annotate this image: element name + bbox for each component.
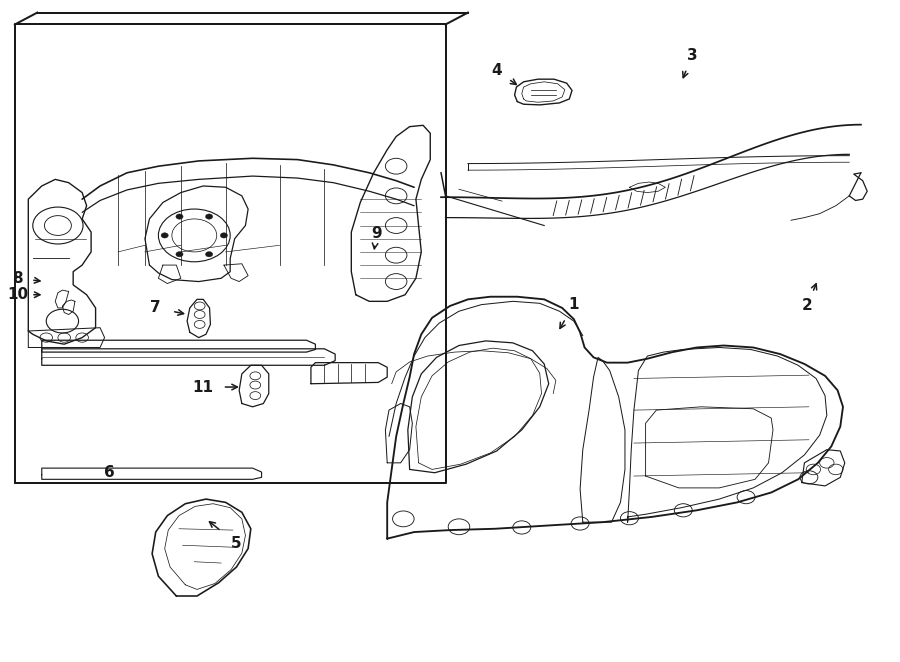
Text: 10: 10 — [7, 287, 28, 303]
Circle shape — [220, 233, 228, 238]
Text: 5: 5 — [231, 536, 242, 551]
Text: 11: 11 — [193, 379, 214, 395]
Text: 6: 6 — [104, 465, 114, 480]
Text: 7: 7 — [150, 301, 161, 315]
Circle shape — [205, 214, 212, 219]
Circle shape — [176, 214, 183, 219]
Text: 3: 3 — [687, 48, 698, 63]
Text: 2: 2 — [802, 299, 813, 313]
Circle shape — [176, 252, 183, 257]
Circle shape — [205, 252, 212, 257]
Text: 8: 8 — [13, 271, 22, 286]
Text: 9: 9 — [371, 226, 382, 241]
Text: 1: 1 — [569, 297, 579, 312]
Circle shape — [161, 233, 168, 238]
Text: 4: 4 — [491, 63, 502, 78]
